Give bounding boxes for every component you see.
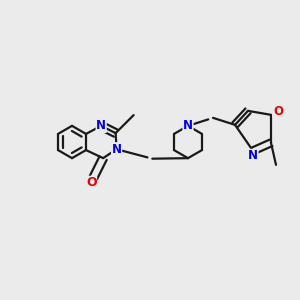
Text: O: O bbox=[86, 176, 97, 189]
Text: N: N bbox=[183, 119, 193, 132]
Text: N: N bbox=[112, 143, 122, 156]
Text: O: O bbox=[273, 105, 283, 118]
Text: N: N bbox=[248, 149, 258, 162]
Text: N: N bbox=[96, 119, 106, 132]
